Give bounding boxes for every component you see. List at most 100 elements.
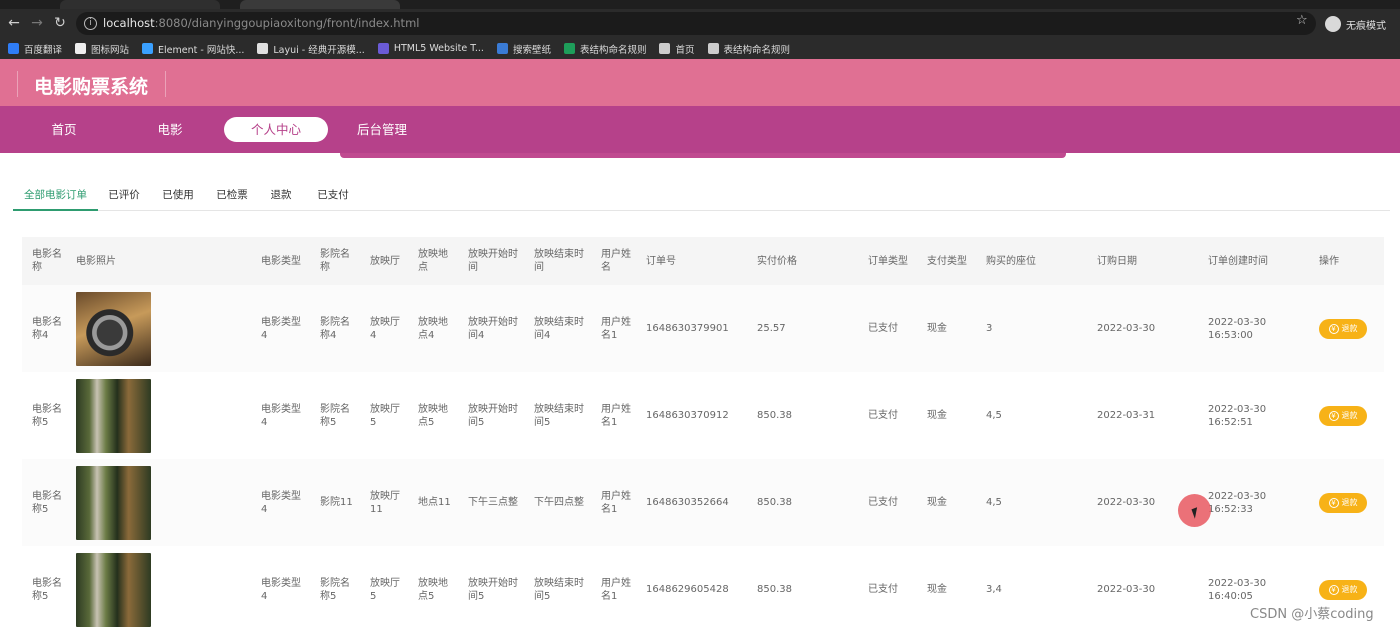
table-row: 电影名称5 电影类型4 影院11 放映厅11 地点11 下午三点整 下午四点整 用户姓名1 16…	[22, 459, 1384, 546]
cell-place: 放映地点4	[418, 316, 448, 341]
column-header: 放映厅	[370, 255, 400, 267]
column-header: 订单号	[646, 255, 676, 267]
movie-poster-image[interactable]	[76, 378, 151, 453]
cell-order-no: 1648630379901	[646, 323, 729, 334]
column-header: 电影照片	[76, 255, 116, 267]
browser-tabstrip	[0, 0, 1400, 9]
cell-type: 电影类型4	[261, 316, 301, 341]
cell-date: 2022-03-30	[1097, 323, 1156, 334]
back-icon[interactable]: ←	[8, 15, 20, 31]
column-header: 影院名称	[320, 249, 350, 273]
movie-poster-image[interactable]	[76, 465, 151, 540]
bookmark-star-icon[interactable]: ☆	[1296, 13, 1308, 28]
table-row: 电影名称5 电影类型4 影院名称5 放映厅5 放映地点5 放映开始时间5 放映结束时间5 用户…	[22, 546, 1384, 629]
info-icon[interactable]: i	[84, 17, 97, 30]
bookmark-favicon-icon	[75, 43, 87, 54]
tab-all-orders[interactable]: 全部电影订单	[13, 183, 98, 211]
cell-user: 用户姓名1	[601, 490, 631, 515]
bookmark-label: 图标网站	[91, 44, 130, 56]
cell-price: 850.38	[757, 410, 792, 421]
bookmark-item[interactable]: 百度翻译	[8, 42, 62, 56]
bookmark-favicon-icon	[496, 43, 508, 54]
profile-label: 无痕模式	[1346, 20, 1386, 32]
nav-admin[interactable]: 后台管理	[356, 122, 407, 137]
cell-order-no: 1648630352664	[646, 497, 729, 508]
refund-button[interactable]: ¥ 退款	[1319, 492, 1367, 513]
site-title: 电影购票系统	[34, 76, 149, 98]
column-header: 电影类型	[261, 255, 301, 267]
bookmark-label: 首页	[675, 44, 695, 56]
column-header: 电影名称	[32, 249, 62, 273]
incognito-profile[interactable]: 无痕模式	[1325, 14, 1386, 34]
cell-action: ¥ 退款	[1309, 372, 1384, 459]
browser-tab[interactable]	[60, 0, 220, 9]
cell-seat: 3	[986, 323, 993, 334]
bookmark-favicon-icon	[377, 43, 389, 54]
browser-tab-active[interactable]	[240, 0, 400, 9]
address-bar[interactable]: i localhost:8080/dianyinggoupiaoxitong/f…	[76, 12, 1316, 35]
refund-button[interactable]: ¥ 退款	[1319, 318, 1367, 339]
table-header-row: 电影名称 电影照片 电影类型 影院名称 放映厅 放映地点 放映开始时间 放映结束时间 用户姓名 订…	[22, 237, 1384, 285]
cell-type: 电影类型4	[261, 577, 301, 602]
cell-pay-type: 现金	[927, 584, 947, 595]
bookmark-item[interactable]: HTML5 Website T...	[377, 43, 484, 54]
tab-refund[interactable]: 退款	[270, 189, 292, 201]
bookmark-item[interactable]: 首页	[659, 42, 695, 56]
column-header: 放映开始时间	[468, 249, 518, 273]
bookmark-item[interactable]: Layui - 经典开源模...	[257, 42, 365, 56]
column-header: 订单创建时间	[1208, 255, 1268, 267]
cell-start: 放映开始时间5	[468, 403, 518, 428]
table-row: 电影名称5 电影类型4 影院名称5 放映厅5 放映地点5 放映开始时间5 放映结束时间5 用户…	[22, 372, 1384, 459]
tab-used[interactable]: 已使用	[162, 189, 194, 201]
nav-personal-center[interactable]: 个人中心	[224, 117, 328, 142]
cell-start: 下午三点整	[468, 497, 518, 508]
bookmark-item[interactable]: 搜索壁纸	[496, 42, 551, 56]
cell-pay-type: 现金	[927, 323, 947, 334]
tab-checked[interactable]: 已检票	[216, 189, 248, 201]
reload-icon[interactable]: ↻	[54, 15, 66, 31]
column-header: 放映结束时间	[534, 249, 584, 273]
forward-icon[interactable]: →	[31, 15, 43, 31]
cell-action: ¥ 退款	[1309, 285, 1384, 372]
cell-created: 2022-03-30 16:40:05	[1208, 577, 1267, 602]
bookmark-favicon-icon	[707, 43, 719, 54]
bookmark-favicon-icon	[142, 43, 154, 54]
bookmark-item[interactable]: 表结构命名规则	[707, 42, 790, 56]
cell-place: 放映地点5	[418, 577, 448, 602]
header-divider	[17, 71, 18, 97]
cell-action: ¥ 退款	[1309, 546, 1384, 629]
bookmark-label: Element - 网站快...	[158, 44, 245, 56]
coin-icon: ¥	[1328, 323, 1339, 334]
orders-table-container: 电影名称 电影照片 电影类型 影院名称 放映厅 放映地点 放映开始时间 放映结束时间 用户姓名 订…	[22, 237, 1384, 629]
column-header: 操作	[1319, 255, 1339, 267]
refund-button[interactable]: ¥ 退款	[1319, 405, 1367, 426]
column-header: 购买的座位	[986, 255, 1036, 267]
cell-cinema: 影院名称5	[320, 403, 350, 428]
movie-poster-image[interactable]	[76, 291, 151, 366]
nav-movies[interactable]: 电影	[157, 122, 183, 137]
table-row: 电影名称4 电影类型4 影院名称4 放映厅4 放映地点4 放映开始时间4 放映结束时间4 用户…	[22, 285, 1384, 372]
cell-end: 下午四点整	[534, 497, 584, 508]
tab-reviewed[interactable]: 已评价	[108, 189, 140, 201]
cell-type: 电影类型4	[261, 490, 301, 515]
column-header: 放映地点	[418, 249, 448, 273]
tab-paid[interactable]: 已支付	[317, 189, 349, 201]
bookmark-label: HTML5 Website T...	[393, 43, 484, 54]
coin-icon: ¥	[1328, 497, 1339, 508]
cell-place: 放映地点5	[418, 403, 448, 428]
bookmark-item[interactable]: Element - 网站快...	[142, 42, 244, 56]
bookmark-item[interactable]: 图标网站	[75, 42, 129, 56]
click-indicator	[1178, 494, 1211, 527]
url-text[interactable]: localhost:8080/dianyinggoupiaoxitong/fro…	[103, 16, 419, 30]
incognito-icon	[1325, 16, 1341, 32]
nav-home[interactable]: 首页	[51, 122, 77, 137]
cell-photo	[66, 285, 251, 372]
bookmark-item[interactable]: 表结构命名规则	[563, 42, 646, 56]
refund-button[interactable]: ¥ 退款	[1319, 579, 1367, 600]
column-header: 订单类型	[868, 255, 908, 267]
movie-poster-image[interactable]	[76, 552, 151, 627]
cell-price: 850.38	[757, 584, 792, 595]
cell-order-type: 已支付	[868, 497, 898, 508]
cell-order-type: 已支付	[868, 584, 898, 595]
cell-hall: 放映厅5	[370, 577, 400, 602]
